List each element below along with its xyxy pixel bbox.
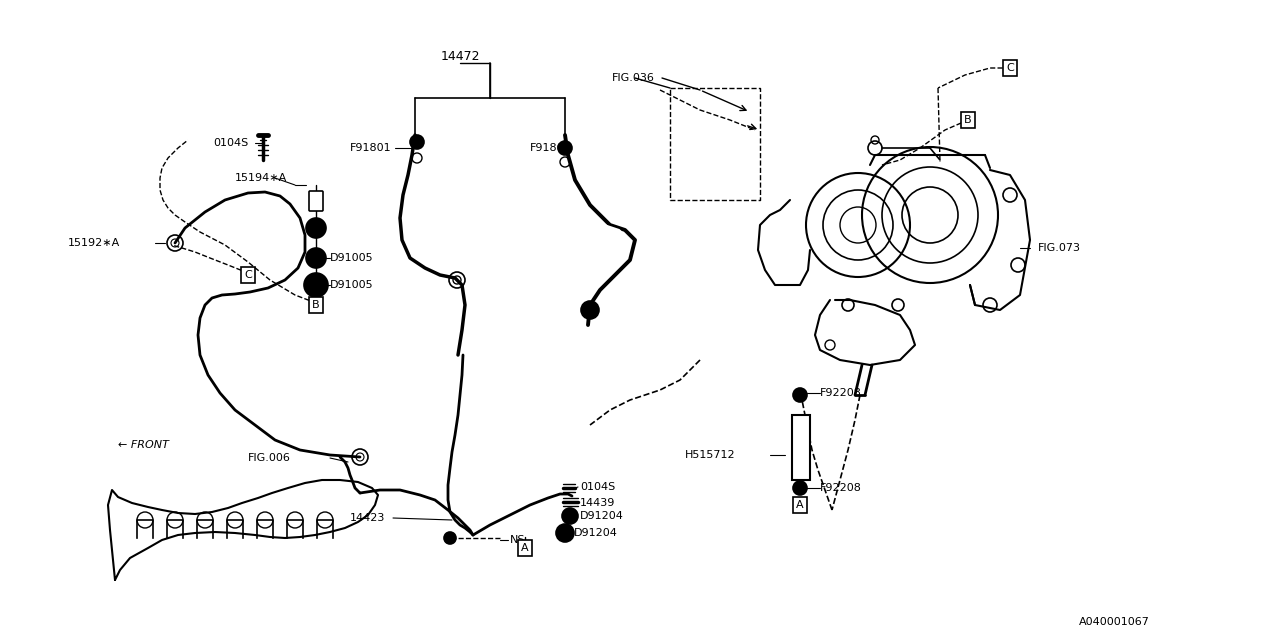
Text: D91204: D91204 [573,528,618,538]
Circle shape [410,135,424,149]
Text: FIG.006: FIG.006 [248,453,291,463]
Text: H515712: H515712 [685,450,736,460]
Circle shape [556,524,573,542]
Text: 15192∗A: 15192∗A [68,238,120,248]
Text: A: A [796,500,804,510]
Text: 0104S: 0104S [212,138,248,148]
Text: FIG.036: FIG.036 [612,73,655,83]
Circle shape [562,508,579,524]
Circle shape [558,141,572,155]
Text: F91801: F91801 [530,143,572,153]
FancyBboxPatch shape [308,191,323,211]
Circle shape [306,218,326,238]
Text: C: C [244,270,252,280]
Text: A: A [521,543,529,553]
Circle shape [444,532,456,544]
Text: 15194∗A: 15194∗A [236,173,287,183]
Circle shape [794,481,806,495]
Text: D91204: D91204 [580,511,623,521]
Circle shape [306,248,326,268]
Text: C: C [1006,63,1014,73]
Text: ← FRONT: ← FRONT [118,440,169,450]
Circle shape [794,388,806,402]
Text: FIG.073: FIG.073 [1038,243,1082,253]
Text: F92208: F92208 [820,483,861,493]
FancyBboxPatch shape [792,415,810,480]
Text: B: B [964,115,972,125]
Text: B: B [312,300,320,310]
Text: 0104S: 0104S [580,482,616,492]
Text: 14423: 14423 [349,513,385,523]
Text: A040001067: A040001067 [1079,617,1149,627]
Circle shape [581,301,599,319]
Text: D91005: D91005 [330,253,374,263]
Circle shape [305,273,328,297]
Text: D91005: D91005 [330,280,374,290]
Text: 14439: 14439 [580,498,616,508]
Text: F91801: F91801 [349,143,392,153]
Text: F92208: F92208 [820,388,861,398]
Text: 14472: 14472 [440,49,480,63]
Text: NS: NS [509,535,526,545]
